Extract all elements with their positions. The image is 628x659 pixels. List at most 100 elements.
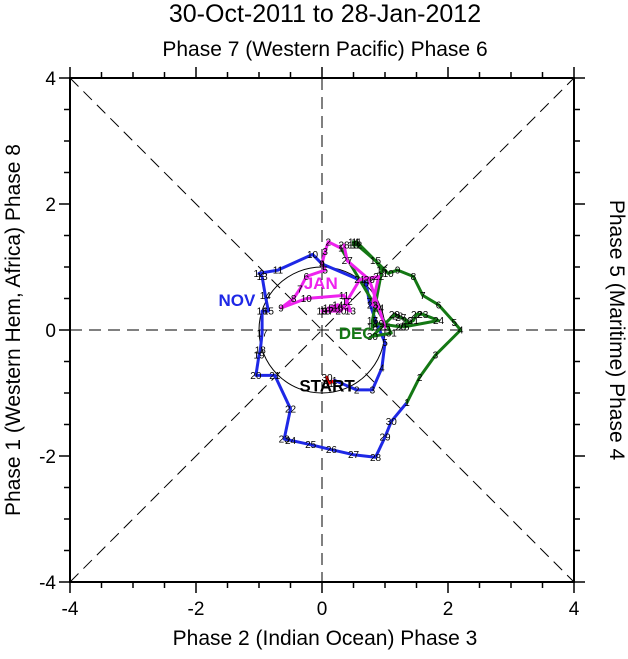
day-label-nov: 17 <box>257 329 269 340</box>
day-label-jan: 19 <box>316 307 328 318</box>
day-label-nov: 5 <box>382 338 388 349</box>
day-label-jan: 16 <box>332 303 344 314</box>
day-label-jan: 4 <box>319 259 325 270</box>
day-label-jan: 3 <box>322 247 328 258</box>
day-label-dec: 8 <box>411 272 417 283</box>
day-label-dec: 21 <box>408 316 420 327</box>
day-label-jan: 28 <box>338 240 350 251</box>
day-label-dec: 10 <box>383 269 395 280</box>
day-label-nov: 2 <box>354 385 360 396</box>
y-tick-label: 4 <box>45 69 56 90</box>
day-label-dec: 29 <box>389 310 401 321</box>
day-label-jan: 7 <box>297 285 303 296</box>
chart-subtitle: Phase 7 (Western Pacific) Phase 6 <box>162 38 487 61</box>
series-line-oct <box>325 375 337 386</box>
y-tick-label: -2 <box>39 447 56 468</box>
day-label-nov: 23 <box>279 434 291 445</box>
day-label-jan: 23 <box>367 300 379 311</box>
day-label-nov: 24 <box>285 436 297 447</box>
y2-axis-label: Phase 5 (Maritime) Phase 4 <box>605 200 628 461</box>
day-label-dec: 26 <box>401 316 413 327</box>
day-label-dec: 28 <box>392 312 404 323</box>
day-label-dec: 17 <box>367 316 379 327</box>
day-label-jan: 14 <box>332 300 344 311</box>
day-label-dec: 16 <box>376 266 388 277</box>
day-label-dec: 7 <box>420 291 426 302</box>
y-axis-label: Phase 1 (Western Hem, Africa) Phase 8 <box>2 144 25 516</box>
day-label-dec: 14 <box>348 237 360 248</box>
day-label-dec: 31 <box>386 329 398 340</box>
day-label-dec: 5 <box>452 318 458 329</box>
day-label-nov: 10 <box>307 250 319 261</box>
day-label-dec: 11 <box>351 237 362 248</box>
x-tick-label: 0 <box>317 599 328 620</box>
day-label-nov: 15 <box>263 307 275 318</box>
day-label-jan: 11 <box>339 291 350 302</box>
day-label-jan: 6 <box>303 272 309 283</box>
day-label-nov: 8 <box>363 278 369 289</box>
day-label-jan: 1 <box>338 244 344 255</box>
day-label-dec: 18 <box>367 322 379 333</box>
day-label-jan: 5 <box>322 266 328 277</box>
day-label-jan: 26 <box>364 275 376 286</box>
day-label-dec: 23 <box>417 310 429 321</box>
day-label-nov: 1 <box>332 376 338 387</box>
day-label-nov: 16 <box>257 307 269 318</box>
day-label-dec: 12 <box>351 240 363 251</box>
x-tick-label: -4 <box>62 599 79 620</box>
day-label-dec: 30 <box>367 332 379 343</box>
start-label: START <box>299 376 355 395</box>
day-label-dec: 3 <box>433 351 439 362</box>
day-label-dec: 20 <box>395 322 407 333</box>
y-tick-label: 2 <box>45 195 56 216</box>
day-label-jan: 22 <box>373 272 385 283</box>
series-line-dec <box>339 240 463 404</box>
day-label-nov: 18 <box>255 346 267 357</box>
day-label-dec: 9 <box>395 266 401 277</box>
day-label-dec: 2 <box>417 373 423 384</box>
day-label-jan: 2 <box>326 237 332 248</box>
day-label-nov: 7 <box>366 297 372 308</box>
day-label-jan: 25 <box>379 322 391 333</box>
day-label-nov: 26 <box>326 445 338 456</box>
day-label-oct: 30 <box>321 373 333 384</box>
diagonal-line-descending <box>69 77 575 583</box>
x-axis-label: Phase 2 (Indian Ocean) Phase 3 <box>173 627 478 650</box>
day-label-dec: 24 <box>433 316 445 327</box>
month-label-nov: NOV <box>219 291 257 310</box>
day-label-nov: 11 <box>273 266 284 277</box>
day-label-jan: 21 <box>354 275 366 286</box>
day-label-nov: 9 <box>319 259 325 270</box>
diagonal-line-ascending <box>69 77 575 583</box>
day-label-nov: 30 <box>386 417 398 428</box>
day-label-nov: 20 <box>250 371 262 382</box>
day-label-nov: 6 <box>373 316 379 327</box>
day-label-jan: 18 <box>320 307 332 318</box>
day-label-nov: 22 <box>285 404 297 415</box>
month-label-dec: DEC <box>339 324 375 343</box>
day-label-dec: 27 <box>395 313 407 324</box>
day-label-dec: 25 <box>398 322 410 333</box>
day-label-nov: 4 <box>379 363 385 374</box>
day-label-jan: 27 <box>342 256 354 267</box>
day-label-oct: 31 <box>323 379 335 390</box>
day-label-jan: 20 <box>335 307 347 318</box>
day-label-nov: 27 <box>348 450 360 461</box>
day-label-jan: 10 <box>301 294 313 305</box>
day-label-nov: 12 <box>253 269 265 280</box>
day-label-nov: 3 <box>370 385 376 396</box>
x-tick-label: 4 <box>569 599 580 620</box>
day-label-nov: 25 <box>305 440 317 451</box>
day-label-nov: 13 <box>257 272 269 283</box>
day-label-dec: 15 <box>370 256 382 267</box>
day-label-jan: 8 <box>291 294 297 305</box>
series-line-jan <box>279 240 387 329</box>
day-label-dec: 1 <box>404 398 410 409</box>
day-label-nov: 21 <box>269 371 281 382</box>
series-line-nov <box>254 252 409 459</box>
day-label-nov: 14 <box>260 291 272 302</box>
day-label-jan: 13 <box>345 307 357 318</box>
